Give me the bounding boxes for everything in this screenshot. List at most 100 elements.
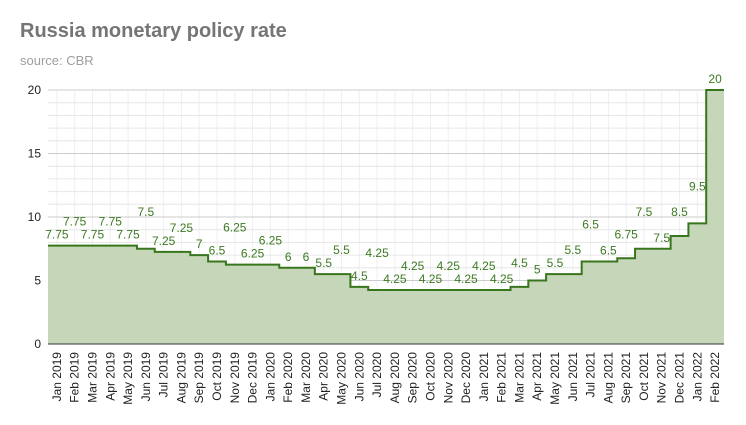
data-label: 4.25 (419, 272, 443, 286)
data-label: 6.25 (223, 221, 247, 235)
y-tick-label: 10 (28, 210, 42, 224)
data-point (439, 289, 457, 291)
data-label: 7.5 (137, 205, 154, 219)
data-label: 6.75 (614, 227, 638, 241)
x-tick-label: Jul 2020 (370, 352, 384, 398)
x-tick-label: Sep 2019 (192, 352, 206, 404)
data-label: 7.75 (99, 215, 123, 229)
x-tick-label: Jul 2019 (157, 352, 171, 398)
data-point (119, 245, 137, 247)
data-point (528, 280, 546, 282)
x-tick-label: Oct 2019 (210, 352, 224, 401)
x-tick-label: Jan 2021 (477, 352, 491, 402)
x-tick-label: Aug 2021 (601, 352, 615, 404)
x-tick-label: Apr 2019 (103, 352, 117, 401)
data-point (635, 248, 653, 250)
data-point (244, 264, 262, 266)
data-label: 7.25 (152, 234, 176, 248)
data-label: 7.5 (636, 205, 653, 219)
x-tick-label: Dec 2021 (673, 352, 687, 404)
data-point (48, 245, 66, 247)
x-tick-label: Apr 2021 (530, 352, 544, 401)
x-tick-label: Oct 2021 (637, 352, 651, 401)
data-label: 4.5 (351, 269, 368, 283)
x-tick-label: Jun 2021 (566, 352, 580, 402)
data-label: 6.5 (582, 217, 599, 231)
data-point (190, 254, 208, 256)
data-label: 4.25 (437, 259, 461, 273)
data-point (66, 245, 84, 247)
data-label: 7.75 (116, 228, 140, 242)
data-label: 6.25 (259, 234, 283, 248)
series-area (48, 90, 724, 344)
x-tick-label: Jun 2019 (139, 352, 153, 402)
data-label: 6.25 (241, 247, 265, 261)
data-label: 9.5 (689, 179, 706, 193)
data-point (226, 264, 244, 266)
data-label: 4.25 (383, 272, 407, 286)
data-point (404, 289, 422, 291)
data-point (688, 222, 706, 224)
y-tick-label: 15 (28, 147, 42, 161)
y-tick-label: 5 (34, 274, 41, 288)
x-tick-label: Nov 2020 (441, 352, 455, 404)
x-tick-label: May 2021 (548, 352, 562, 405)
data-point (155, 251, 173, 253)
data-point (582, 260, 600, 262)
x-tick-label: Feb 2022 (708, 352, 722, 403)
x-tick-label: Jan 2019 (50, 352, 64, 402)
data-label: 5 (534, 263, 541, 277)
data-point (493, 289, 511, 291)
data-label: 5.5 (333, 243, 350, 257)
data-label: 7.25 (170, 221, 194, 235)
data-label: 5.5 (564, 243, 581, 257)
data-label: 7 (196, 237, 203, 251)
data-point (84, 245, 102, 247)
x-tick-label: Jun 2020 (352, 352, 366, 402)
data-point (386, 289, 404, 291)
x-tick-label: Mar 2019 (85, 352, 99, 403)
data-point (564, 273, 582, 275)
data-point (208, 260, 226, 262)
data-label: 6.5 (600, 243, 617, 257)
x-tick-label: Apr 2020 (317, 352, 331, 401)
data-point (350, 286, 368, 288)
data-point (653, 248, 671, 250)
data-point (475, 289, 493, 291)
data-label: 5.5 (547, 256, 564, 270)
data-point (457, 289, 475, 291)
data-point (279, 267, 297, 269)
data-point (617, 257, 635, 259)
data-point (333, 273, 351, 275)
x-tick-label: May 2019 (121, 352, 135, 405)
x-tick-label: Jan 2022 (690, 352, 704, 402)
data-label: 4.25 (472, 259, 496, 273)
x-tick-label: Aug 2019 (174, 352, 188, 404)
data-point (368, 289, 386, 291)
data-label: 4.5 (511, 256, 528, 270)
data-label: 5.5 (315, 256, 332, 270)
data-label: 7.5 (653, 231, 670, 245)
data-point (297, 267, 315, 269)
data-label: 20 (708, 72, 722, 86)
chart-title: Russia monetary policy rate (20, 20, 287, 42)
series-line (48, 89, 724, 292)
data-point (261, 264, 279, 266)
x-tick-label: Feb 2021 (495, 352, 509, 403)
chart-subtitle: source: CBR (20, 53, 94, 68)
x-tick-label: Jul 2021 (584, 352, 598, 398)
data-point (101, 245, 119, 247)
x-tick-label: Mar 2020 (299, 352, 313, 403)
x-tick-label: Jan 2020 (263, 352, 277, 402)
data-label: 6.5 (209, 243, 226, 257)
data-label: 4.25 (454, 272, 478, 286)
data-label: 4.25 (401, 259, 425, 273)
data-label: 7.75 (45, 228, 69, 242)
x-tick-label: Feb 2019 (68, 352, 82, 403)
data-point (546, 273, 564, 275)
data-point (599, 260, 617, 262)
data-point (137, 248, 155, 250)
data-point (315, 273, 333, 275)
